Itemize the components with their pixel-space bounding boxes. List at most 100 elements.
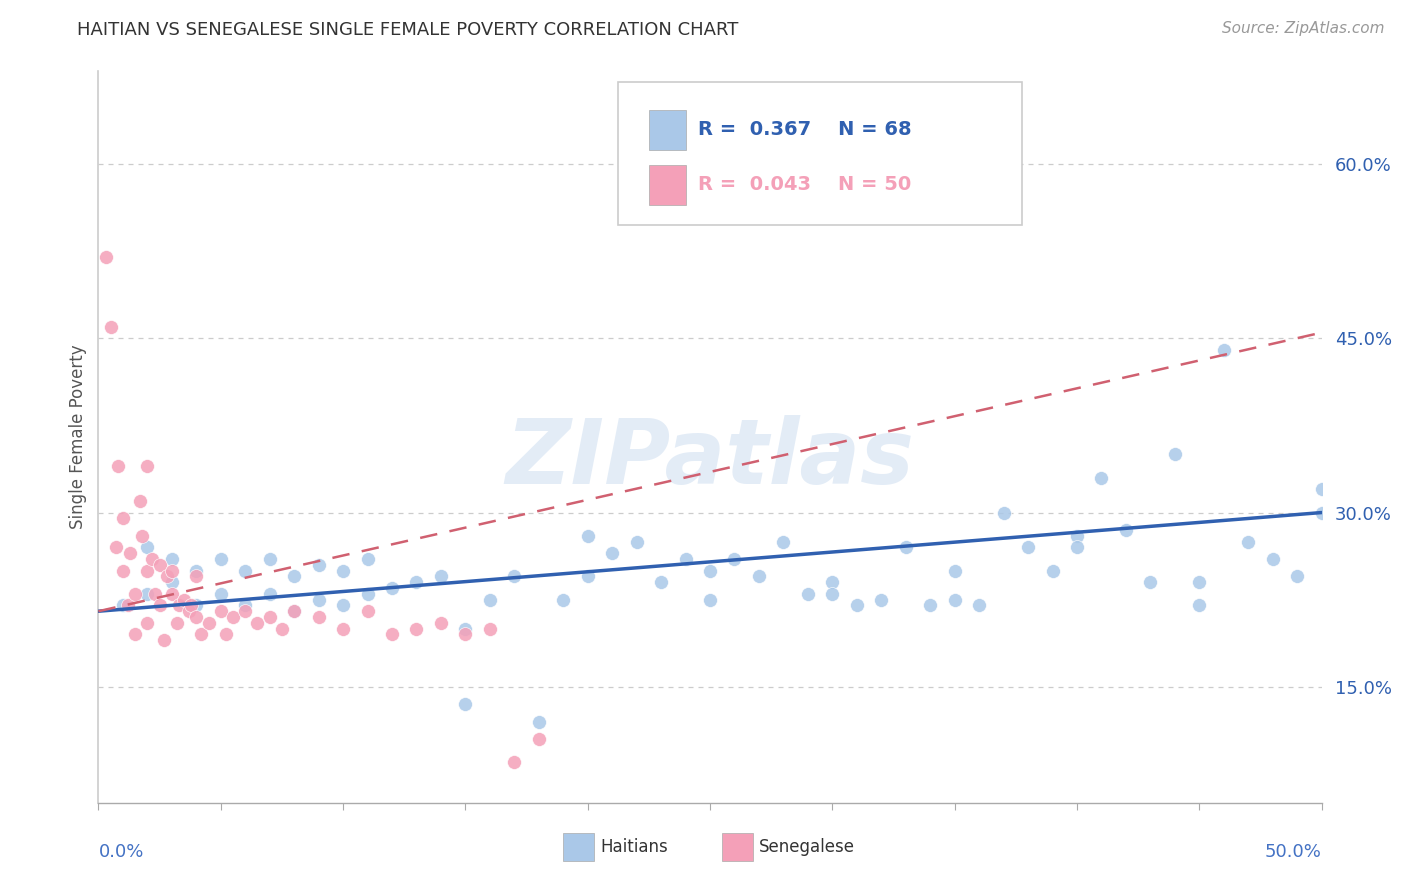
Point xyxy=(1042,564,1064,578)
Point xyxy=(186,610,208,624)
Point xyxy=(156,569,179,583)
Point xyxy=(209,552,232,566)
Y-axis label: Single Female Poverty: Single Female Poverty xyxy=(69,345,87,529)
Point xyxy=(233,564,256,578)
Point xyxy=(308,558,330,572)
Point xyxy=(920,599,942,613)
Point xyxy=(186,599,208,613)
Point xyxy=(136,587,159,601)
Point xyxy=(259,610,281,624)
Point xyxy=(160,552,183,566)
Point xyxy=(270,622,294,636)
Point xyxy=(186,569,208,583)
Point xyxy=(149,599,172,613)
Point xyxy=(503,755,526,769)
Point xyxy=(772,534,794,549)
Point xyxy=(124,587,146,601)
Point xyxy=(600,546,623,560)
FancyBboxPatch shape xyxy=(723,833,752,861)
Point xyxy=(650,575,672,590)
Point xyxy=(870,592,893,607)
Point xyxy=(967,599,990,613)
Point xyxy=(209,587,232,601)
Point xyxy=(233,599,256,613)
Point xyxy=(1017,541,1039,555)
Point xyxy=(527,731,550,746)
Point xyxy=(1188,575,1211,590)
FancyBboxPatch shape xyxy=(648,110,686,150)
Point xyxy=(246,615,269,630)
Point xyxy=(576,529,599,543)
Text: Senegalese: Senegalese xyxy=(759,838,855,855)
Point xyxy=(160,575,183,590)
Point xyxy=(332,599,354,613)
Point xyxy=(356,587,378,601)
Point xyxy=(1286,569,1309,583)
Point xyxy=(94,250,117,264)
Point xyxy=(503,569,526,583)
Point xyxy=(214,627,236,641)
Point xyxy=(136,615,159,630)
Text: Haitians: Haitians xyxy=(600,838,668,855)
Point xyxy=(1188,599,1211,613)
Point xyxy=(111,564,134,578)
Point xyxy=(160,564,183,578)
Point xyxy=(332,564,354,578)
Text: ZIPatlas: ZIPatlas xyxy=(506,415,914,503)
Point xyxy=(186,564,208,578)
Point xyxy=(1310,506,1333,520)
Point xyxy=(111,511,134,525)
Point xyxy=(283,604,305,618)
Point xyxy=(894,541,917,555)
Point xyxy=(527,714,550,729)
Point xyxy=(699,592,721,607)
Point xyxy=(233,604,256,618)
Text: R =  0.043    N = 50: R = 0.043 N = 50 xyxy=(697,175,911,194)
Point xyxy=(197,615,219,630)
Point xyxy=(160,587,183,601)
Point xyxy=(626,534,648,549)
Point xyxy=(576,569,599,583)
Point xyxy=(821,587,844,601)
Point xyxy=(283,569,305,583)
Point xyxy=(136,541,159,555)
Point xyxy=(259,587,281,601)
Point xyxy=(143,587,166,601)
Point xyxy=(283,604,305,618)
Point xyxy=(430,615,453,630)
Point xyxy=(166,615,188,630)
Point xyxy=(308,610,330,624)
Point xyxy=(136,564,159,578)
Point xyxy=(332,622,354,636)
Point xyxy=(553,592,575,607)
FancyBboxPatch shape xyxy=(648,165,686,205)
Point xyxy=(209,604,232,618)
Point xyxy=(1212,343,1234,357)
Point xyxy=(190,627,212,641)
Point xyxy=(478,622,501,636)
Point xyxy=(723,552,745,566)
Point xyxy=(699,564,721,578)
Point xyxy=(454,697,477,711)
Point xyxy=(1066,529,1088,543)
FancyBboxPatch shape xyxy=(619,82,1022,225)
Point xyxy=(675,552,697,566)
Point xyxy=(1237,534,1260,549)
Point xyxy=(107,459,129,474)
Point xyxy=(111,599,134,613)
Point xyxy=(124,627,146,641)
Point xyxy=(173,592,195,607)
Point xyxy=(797,587,820,601)
Point xyxy=(136,459,159,474)
Text: 0.0%: 0.0% xyxy=(98,843,143,861)
Point xyxy=(1115,523,1137,537)
Point xyxy=(405,575,427,590)
Point xyxy=(177,604,200,618)
Point xyxy=(149,558,172,572)
Point xyxy=(1139,575,1161,590)
Point xyxy=(943,564,966,578)
Point xyxy=(478,592,501,607)
Point xyxy=(167,599,190,613)
Point xyxy=(104,541,127,555)
Text: Source: ZipAtlas.com: Source: ZipAtlas.com xyxy=(1222,21,1385,36)
